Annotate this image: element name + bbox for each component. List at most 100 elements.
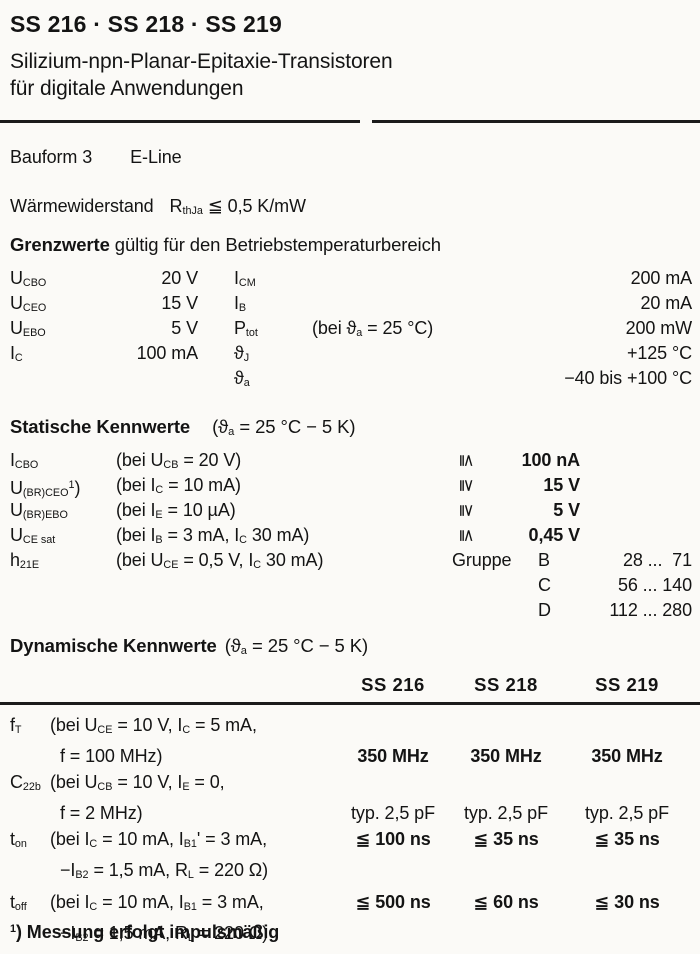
condition-line-2: f = 100 MHz) (60, 746, 163, 767)
type-column-headers: SS 216 SS 218 SS 219 (0, 672, 700, 698)
group-label: Gruppe (452, 550, 512, 570)
static-row-h21e: h21E (bei UCE = 0,5 V, IC 30 mA) Gruppe … (10, 548, 692, 623)
column-header-ss216: SS 216 (361, 674, 425, 695)
symbol-h21e: h21E (10, 550, 40, 572)
symbol-ubrebo: U(BR)EBO (10, 500, 68, 522)
section-heading-statische: Statische Kennwerte (ϑa = 25 °C − 5 K) (0, 416, 700, 438)
header-rule-segment (0, 120, 360, 123)
static-row: U(BR)EBO (bei IE = 10 µA) ≧ 5 V (10, 498, 692, 523)
value-ss218: ≦ 60 ns (473, 891, 539, 912)
group-letter: B (538, 550, 550, 570)
value-cell: 100 nA (521, 450, 581, 470)
symbol-ucbo: UCBO (10, 268, 47, 290)
symbol-ton: ton (10, 829, 27, 851)
grenzwerte-row: UCEO 15 V IB 20 mA (10, 291, 692, 316)
symbol-ft: fT (10, 715, 22, 737)
dynamische-table: fT (bei UCE = 10 V, IC = 5 mA, f = 100 M… (0, 712, 700, 951)
value-ss219: typ. 2,5 pF (585, 803, 669, 824)
condition-line-2: −IB2 = 1,5 mA, RL = 220 Ω) (60, 922, 269, 944)
condition-line-2: −IB2 = 1,5 mA, RL = 220 Ω) (60, 860, 269, 882)
footnote: 1) Messung erfolgt impulsmäßig (10, 922, 280, 942)
grenzwerte-row: UCBO 20 V ICM 200 mA (10, 266, 692, 291)
dynamic-row-toff: toff (bei IC = 10 mA, IB1 = 3 mA, −IB2 =… (10, 889, 692, 951)
value-cell: 200 mW (625, 318, 693, 338)
symbol-icm: ICM (234, 268, 256, 290)
grenzwerte-row: UEBO 5 V Ptot (bei ϑa = 25 °C) 200 mW (10, 316, 692, 341)
bauform-label: Bauform 3 (10, 147, 93, 167)
condition-cell: (bei UCB = 20 V) (116, 450, 242, 472)
dynamic-row-ft: fT (bei UCE = 10 V, IC = 5 mA, f = 100 M… (10, 712, 692, 769)
symbol-c22b: C22b (10, 772, 41, 794)
condition-line-2: f = 2 MHz) (60, 803, 143, 824)
h21e-groups: Gruppe B 28 ... 71 C 56 ... 140 D 112 ..… (452, 548, 692, 623)
condition-cell: (bei IC = 10 mA) (116, 475, 241, 497)
less-equal-symbol: ≦ (457, 528, 477, 543)
grenzwerte-row: ϑa −40 bis +100 °C (10, 366, 692, 391)
value-cell: +125 °C (626, 343, 692, 363)
value-cell: −40 bis +100 °C (564, 368, 692, 388)
group-letter: D (538, 600, 551, 620)
value-ss219: ≦ 30 ns (594, 891, 660, 912)
condition-cell: (bei UCE = 0,5 V, IC 30 mA) (116, 550, 324, 572)
thermal-formula: RthJa ≦ 0,5 K/mW (169, 196, 306, 218)
value-cell: 0,45 V (528, 525, 581, 545)
condition-cell: (bei UCE = 10 V, IC = 5 mA, f = 100 MHz) (50, 712, 336, 769)
bauform-value: E-Line (130, 147, 182, 167)
header: SS 216 · SS 218 · SS 219 Silizium-npn-Pl… (0, 8, 700, 102)
condition-cell: (bei ϑa = 25 °C) (312, 318, 434, 340)
symbol-ptot: Ptot (234, 318, 258, 340)
section-heading-dynamische: Dynamische Kennwerte (ϑa = 25 °C − 5 K) (0, 635, 700, 657)
static-row: ICBO (bei UCB = 20 V) ≦ 100 nA (10, 448, 692, 473)
dynamic-row-c22b: C22b (bei UCB = 10 V, IE = 0, f = 2 MHz)… (10, 769, 692, 826)
condition-line-1: (bei IC = 10 mA, IB1' = 3 mA, (50, 829, 267, 851)
symbol-theta-j: ϑJ (234, 343, 250, 365)
statische-heading-condition: (ϑa = 25 °C − 5 K) (212, 416, 356, 439)
greater-equal-symbol: ≧ (457, 503, 477, 518)
symbol-toff: toff (10, 891, 27, 913)
condition-cell: (bei IC = 10 mA, IB1' = 3 mA, −IB2 = 1,5… (50, 826, 336, 888)
page-title: SS 216 · SS 218 · SS 219 (10, 11, 283, 37)
value-ss219: ≦ 35 ns (594, 829, 660, 850)
grenzwerte-heading-rest: gültig für den Betriebstemperaturbereich (109, 234, 441, 255)
grenzwerte-row: IC 100 mA ϑJ +125 °C (10, 341, 692, 366)
symbol-ucesat: UCE sat (10, 525, 56, 547)
value-ss216: 350 MHz (357, 746, 429, 767)
value-ss218: typ. 2,5 pF (464, 803, 548, 824)
grenzwerte-table: UCBO 20 V ICM 200 mA UCEO 15 V IB 20 mA … (0, 266, 700, 391)
symbol-ubrceo: U(BR)CEO1) (10, 477, 81, 500)
symbol-icbo: ICBO (10, 450, 39, 472)
symbol-ib: IB (234, 293, 247, 315)
value-ss216: typ. 2,5 pF (351, 803, 435, 824)
group-range: 56 ... 140 (617, 575, 692, 595)
condition-cell: (bei UCB = 10 V, IE = 0, f = 2 MHz) (50, 769, 336, 826)
statische-heading-bold: Statische Kennwerte (10, 416, 191, 437)
table-rule (0, 702, 700, 705)
symbol-uceo: UCEO (10, 293, 47, 315)
condition-cell: (bei IC = 10 mA, IB1 = 3 mA, −IB2 = 1,5 … (50, 889, 336, 951)
static-row: UCE sat (bei IB = 3 mA, IC 30 mA) ≦ 0,45… (10, 523, 692, 548)
group-range: 112 ... 280 (609, 600, 692, 620)
value-ss218: 350 MHz (470, 746, 542, 767)
value-cell: 15 V (161, 293, 198, 313)
condition-cell: (bei IE = 10 µA) (116, 500, 236, 522)
condition-line-1: (bei UCE = 10 V, IC = 5 mA, (50, 715, 257, 737)
thermal-label: Wärmewiderstand (10, 196, 154, 216)
dynamische-heading-condition: (ϑa = 25 °C − 5 K) (224, 635, 369, 658)
thermal-resistance-line: Wärmewiderstand RthJa ≦ 0,5 K/mW (0, 196, 700, 217)
section-heading-grenzwerte: Grenzwerte gültig für den Betriebstemper… (0, 234, 700, 256)
value-cell: 5 V (553, 500, 580, 520)
value-cell: 5 V (171, 318, 198, 338)
subtitle-line-1: Silizium-npn-Planar-Epitaxie-Transistore… (10, 50, 393, 73)
header-rule-segment (372, 120, 700, 123)
value-cell: 100 mA (136, 343, 199, 363)
statische-table: ICBO (bei UCB = 20 V) ≦ 100 nA U(BR)CEO1… (0, 448, 700, 623)
symbol-theta-a: ϑa (234, 368, 250, 390)
value-ss216: ≦ 500 ns (355, 891, 431, 912)
symbol-ic: IC (10, 343, 23, 365)
header-rule (0, 120, 700, 123)
grenzwerte-heading-bold: Grenzwerte (10, 234, 110, 255)
condition-cell: (bei IB = 3 mA, IC 30 mA) (116, 525, 310, 547)
static-row: U(BR)CEO1) (bei IC = 10 mA) ≧ 15 V (10, 473, 692, 499)
dynamic-row-ton: ton (bei IC = 10 mA, IB1' = 3 mA, −IB2 =… (10, 826, 692, 888)
